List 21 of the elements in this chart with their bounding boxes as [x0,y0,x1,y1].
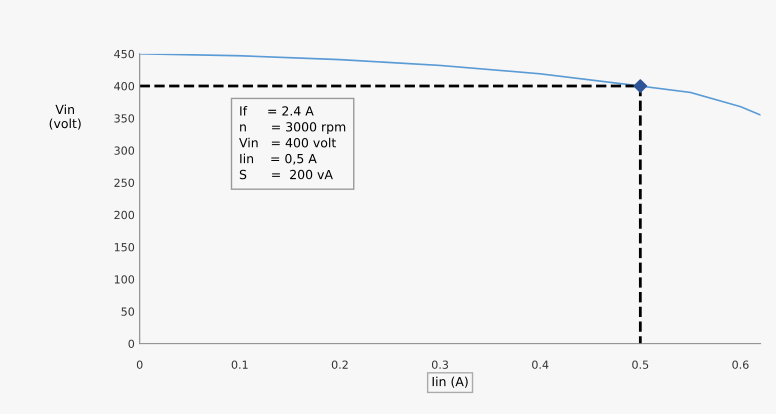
y-tick-label: 150 [114,242,134,252]
x-tick-label: 0.1 [232,360,248,369]
y-tick-label: 200 [114,210,134,220]
x-tick-label: 0.3 [432,360,448,369]
y-tick-label: 50 [122,307,134,316]
x-tick-label: 0.4 [532,360,548,369]
annotation: If = 2.4 A n = 3000 rpm Vin = 400 volt Iin = 0,5 A S = 200 vA [239,106,346,180]
y-tick-label: 450 [114,50,134,58]
y-tick-label: 0 [128,340,134,348]
x-tick-label: 0.2 [332,360,348,369]
y-tick-label: 350 [114,114,134,123]
x-tick-label: 0.6 [732,360,749,369]
y-tick-label: 400 [114,82,134,90]
y-axis-title: Vin (volt) [50,104,81,130]
x-axis-title: Iin (A) [432,376,468,388]
y-tick-label: 300 [114,146,134,155]
line-series [140,54,760,116]
y-tick-label: 100 [114,275,134,284]
y-tick-label: 250 [114,178,134,187]
x-tick-label: 0.5 [632,360,648,369]
x-tick-label: 0 [136,360,142,369]
